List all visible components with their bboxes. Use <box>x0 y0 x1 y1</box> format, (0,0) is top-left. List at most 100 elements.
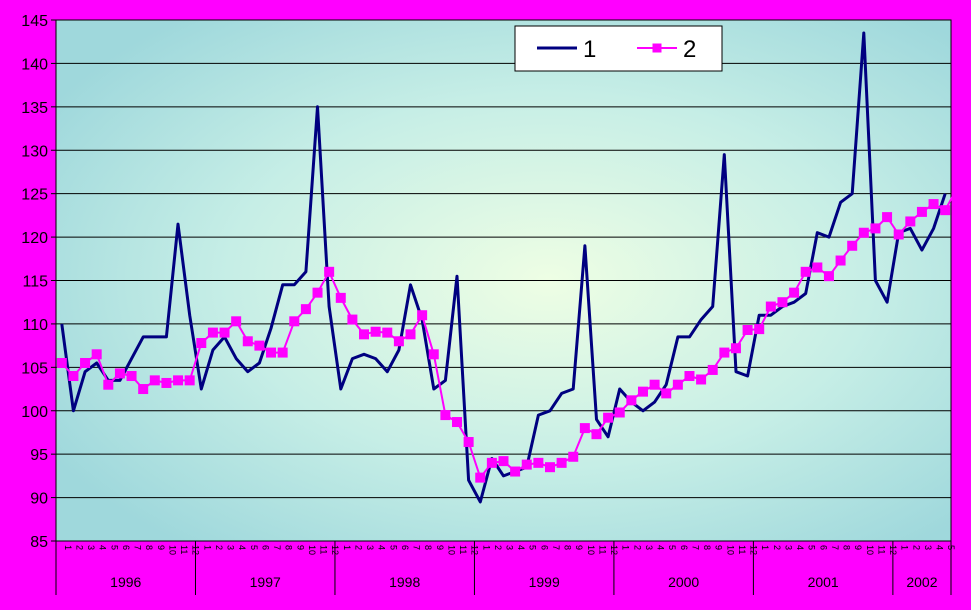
series-2-point <box>963 166 971 177</box>
x-tick-label: 6 <box>539 545 549 550</box>
x-tick-label: 9 <box>574 545 584 550</box>
series-2-point <box>951 183 962 194</box>
y-tick-label: 140 <box>21 56 48 73</box>
series-2-point <box>870 223 881 234</box>
series-2-point <box>893 229 904 240</box>
x-tick-label: 7 <box>412 545 422 550</box>
series-2-point <box>428 349 439 360</box>
x-tick-label: 10 <box>307 545 317 555</box>
x-tick-label: 3 <box>226 545 236 550</box>
series-2-point <box>544 462 555 473</box>
x-tick-label: 5 <box>528 545 538 550</box>
x-tick-label: 2 <box>74 545 84 550</box>
series-2-point <box>80 357 91 368</box>
series-2-point <box>184 375 195 386</box>
series-2-point <box>719 347 730 358</box>
y-tick-label: 115 <box>22 274 48 291</box>
x-tick-label: 3 <box>923 545 933 550</box>
x-tick-label: 5 <box>388 545 398 550</box>
series-2-point <box>521 459 532 470</box>
year-label: 1998 <box>389 574 420 590</box>
series-2-point <box>835 255 846 266</box>
x-tick-label: 1 <box>342 545 352 550</box>
year-label: 2000 <box>668 574 699 590</box>
series-2-point <box>696 374 707 385</box>
x-tick-label: 3 <box>505 545 515 550</box>
series-2-point <box>347 314 358 325</box>
series-2-point <box>300 304 311 315</box>
series-2-point <box>382 327 393 338</box>
series-2-point <box>289 316 300 327</box>
x-tick-label: 5 <box>109 545 119 550</box>
series-2-point <box>754 324 765 335</box>
series-2-point <box>823 271 834 282</box>
x-tick-label: 1 <box>621 545 631 550</box>
x-tick-label: 5 <box>807 545 817 550</box>
x-tick-label: 1 <box>202 545 212 550</box>
x-tick-label: 10 <box>167 545 177 555</box>
series-2-point <box>370 326 381 337</box>
y-tick-label: 95 <box>30 447 48 464</box>
y-tick-label: 105 <box>21 360 48 377</box>
series-2-point <box>207 327 218 338</box>
x-tick-label: 1 <box>63 545 73 550</box>
x-tick-label: 9 <box>714 545 724 550</box>
year-label: 2002 <box>906 574 937 590</box>
x-tick-label: 4 <box>935 545 945 550</box>
x-axis: 1234567891011121234567891011121234567891… <box>55 541 956 595</box>
x-tick-label: 2 <box>632 545 642 550</box>
series-2-point <box>649 379 660 390</box>
x-tick-label: 3 <box>644 545 654 550</box>
series-2-point <box>277 347 288 358</box>
series-2-point <box>579 423 590 434</box>
x-tick-label: 11 <box>458 545 468 554</box>
x-tick-label: 3 <box>86 545 96 550</box>
x-tick-label: 10 <box>446 545 456 555</box>
x-tick-label: 4 <box>656 545 666 550</box>
series-2-point <box>242 336 253 347</box>
series-2-point <box>161 377 172 388</box>
x-tick-label: 2 <box>493 545 503 550</box>
x-tick-label: 9 <box>295 545 305 550</box>
x-tick-label: 8 <box>563 545 573 550</box>
series-2-point <box>777 297 788 308</box>
series-2-point <box>126 371 137 382</box>
series-2-point <box>742 324 753 335</box>
x-tick-label: 1 <box>900 545 910 550</box>
x-tick-label: 7 <box>830 545 840 550</box>
x-tick-label: 8 <box>144 545 154 550</box>
x-tick-label: 10 <box>725 545 735 555</box>
series-2-point <box>196 338 207 349</box>
series-2-point <box>626 395 637 406</box>
year-label: 1997 <box>250 574 281 590</box>
x-tick-label: 10 <box>586 545 596 555</box>
series-2-point <box>68 371 79 382</box>
series-layer <box>56 31 971 504</box>
x-tick-label: 11 <box>737 545 747 554</box>
x-tick-label: 6 <box>679 545 689 550</box>
x-tick-label: 4 <box>516 545 526 550</box>
series-2-point <box>486 457 497 468</box>
series-2-point <box>800 266 811 277</box>
series-2-point <box>591 429 602 440</box>
series-2-point <box>359 329 370 340</box>
x-tick-label: 8 <box>702 545 712 550</box>
y-tick-label: 125 <box>21 187 48 204</box>
x-tick-label: 11 <box>876 545 886 554</box>
x-tick-label: 7 <box>551 545 561 550</box>
series-2-point <box>149 375 160 386</box>
x-tick-label: 6 <box>260 545 270 550</box>
series-2-point <box>637 386 648 397</box>
year-label: 1996 <box>110 574 141 590</box>
series-2-point <box>661 388 672 399</box>
series-2-point <box>568 451 579 462</box>
y-axis: 85 90 95 100 105 110 115 120 125 130 135 140 145 <box>21 13 56 551</box>
series-2-point <box>684 371 695 382</box>
series-2-point <box>417 310 428 321</box>
x-tick-label: 3 <box>783 545 793 550</box>
x-tick-label: 1 <box>481 545 491 550</box>
series-2-point <box>498 456 509 467</box>
x-tick-label: 2 <box>214 545 224 550</box>
y-tick-label: 135 <box>21 100 48 117</box>
